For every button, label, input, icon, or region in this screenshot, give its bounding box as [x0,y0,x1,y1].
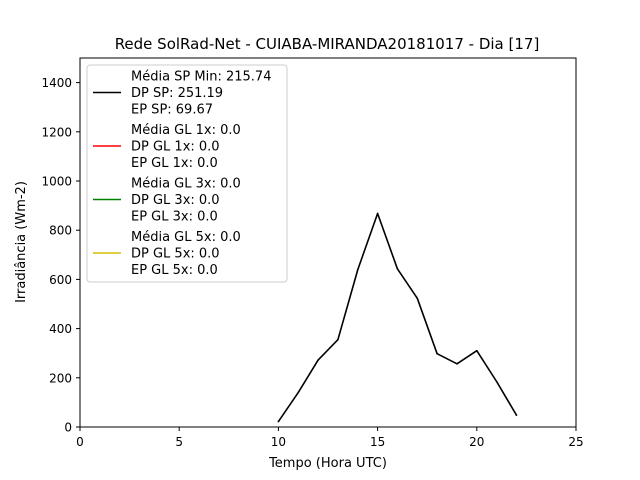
y-axis-label: Irradiância (Wm-2) [14,181,29,303]
x-tick-label: 10 [271,435,286,449]
data-point [396,268,399,270]
data-point [376,212,379,215]
x-tick-label: 25 [568,435,583,449]
data-point [436,352,438,355]
legend-entry-text: DP SP: 251.19 [131,86,223,101]
x-tick-label: 20 [469,435,484,449]
y-tick-label: 1200 [41,125,72,139]
legend-entry-text: Média SP Min: 215.74 [131,70,271,85]
legend-box [86,64,288,283]
legend-entry-text: DP GL 5x: 0.0 [131,247,220,262]
data-point [456,362,458,365]
legend-entry-text: DP GL 1x: 0.0 [131,140,220,155]
y-tick-label: 800 [49,224,72,238]
legend-entry-text: Média GL 3x: 0.0 [131,177,241,192]
x-axis-label: Tempo (Hora UTC) [268,456,387,471]
y-axis: 0 200 400 600 800 1000 1200 1400 [41,76,80,435]
y-tick-label: 200 [49,371,72,385]
data-point [337,338,339,341]
plot-frame [79,57,577,428]
x-tick-label: 5 [175,435,183,449]
data-point [356,268,359,271]
data-point [495,380,498,383]
y-tick-label: 1400 [41,76,72,90]
legend-entry-text: Média GL 5x: 0.0 [131,230,241,245]
data-point [476,349,478,352]
data-point [297,391,300,394]
plot-lines [277,212,518,423]
y-tick-label: 600 [49,273,72,287]
data-point [277,420,280,423]
y-tick-label: 1000 [41,175,72,189]
y-tick-label: 0 [64,421,72,435]
y-tick-label: 400 [49,322,72,336]
data-point [416,297,419,300]
legend-entry-text: DP GL 3x: 0.0 [131,193,220,208]
x-tick-label: 15 [370,435,385,449]
legend-entry-text: EP GL 1x: 0.0 [131,156,218,171]
series-line-0 [277,212,518,423]
data-point [317,359,319,361]
legend-entry-text: EP SP: 69.67 [131,103,213,118]
x-axis: 0 5 10 15 20 25 [76,427,584,449]
legend-entry-text: Média GL 1x: 0.0 [131,123,241,138]
legend-entry-text: EP GL 5x: 0.0 [131,263,218,278]
data-point [515,414,518,416]
legend-entry-text: EP GL 3x: 0.0 [131,210,218,225]
chart-title: Rede SolRad-Net - CUIABA-MIRANDA20181017… [115,35,540,53]
x-tick-label: 0 [76,435,84,449]
